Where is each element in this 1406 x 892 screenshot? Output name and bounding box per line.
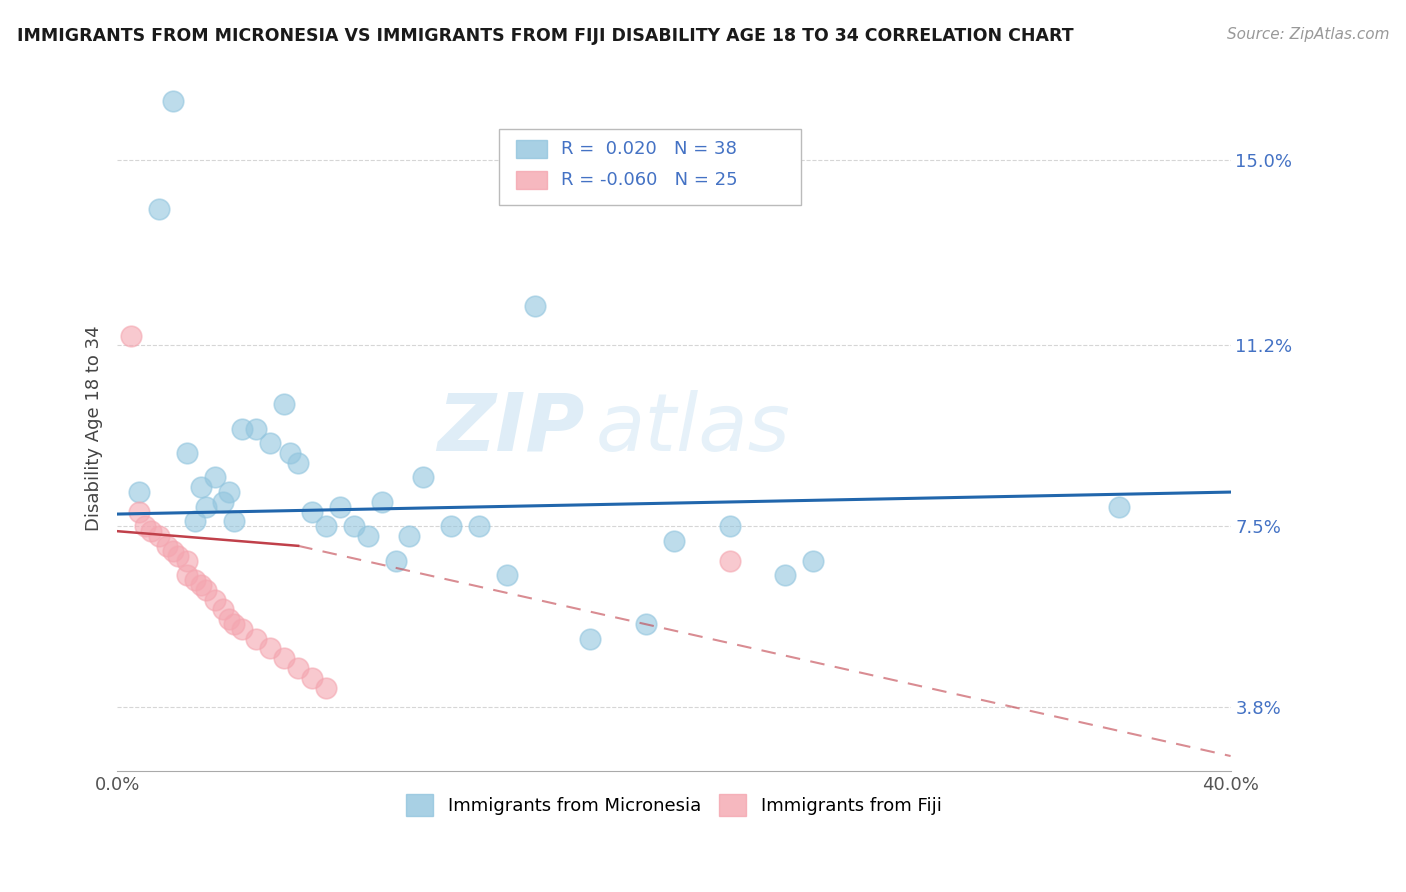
- Point: [801, 553, 824, 567]
- Point: [176, 553, 198, 567]
- Point: [167, 549, 190, 563]
- Point: [496, 568, 519, 582]
- Point: [195, 582, 218, 597]
- Point: [398, 529, 420, 543]
- Point: [184, 515, 207, 529]
- Point: [212, 495, 235, 509]
- Text: ZIP: ZIP: [437, 390, 585, 467]
- Point: [231, 622, 253, 636]
- Point: [259, 641, 281, 656]
- Text: Source: ZipAtlas.com: Source: ZipAtlas.com: [1226, 27, 1389, 42]
- Point: [278, 446, 301, 460]
- Point: [218, 485, 240, 500]
- Point: [523, 299, 546, 313]
- Point: [162, 94, 184, 108]
- Point: [190, 480, 212, 494]
- Point: [128, 505, 150, 519]
- Point: [190, 578, 212, 592]
- Point: [301, 505, 323, 519]
- Point: [120, 328, 142, 343]
- Point: [204, 592, 226, 607]
- Point: [357, 529, 380, 543]
- Point: [287, 456, 309, 470]
- Point: [370, 495, 392, 509]
- Point: [162, 543, 184, 558]
- Point: [468, 519, 491, 533]
- Point: [634, 617, 657, 632]
- Point: [579, 632, 602, 646]
- Point: [315, 681, 337, 695]
- Point: [329, 500, 352, 514]
- Point: [148, 202, 170, 216]
- Point: [176, 568, 198, 582]
- Point: [1108, 500, 1130, 514]
- Point: [184, 573, 207, 587]
- Point: [176, 446, 198, 460]
- Point: [148, 529, 170, 543]
- Point: [212, 602, 235, 616]
- Point: [245, 421, 267, 435]
- Point: [259, 436, 281, 450]
- Point: [718, 519, 741, 533]
- Point: [412, 470, 434, 484]
- Point: [301, 671, 323, 685]
- Point: [231, 421, 253, 435]
- Point: [245, 632, 267, 646]
- Legend: Immigrants from Micronesia, Immigrants from Fiji: Immigrants from Micronesia, Immigrants f…: [399, 787, 949, 823]
- Text: R = -0.060   N = 25: R = -0.060 N = 25: [561, 171, 738, 189]
- Point: [204, 470, 226, 484]
- Point: [440, 519, 463, 533]
- Point: [134, 519, 156, 533]
- Point: [773, 568, 796, 582]
- Point: [176, 0, 198, 5]
- Point: [156, 539, 179, 553]
- Text: R =  0.020   N = 38: R = 0.020 N = 38: [561, 140, 737, 158]
- Y-axis label: Disability Age 18 to 34: Disability Age 18 to 34: [86, 326, 103, 532]
- Point: [128, 485, 150, 500]
- Point: [384, 553, 406, 567]
- Point: [662, 533, 685, 548]
- Point: [273, 397, 295, 411]
- Point: [222, 515, 245, 529]
- Point: [195, 500, 218, 514]
- Point: [273, 651, 295, 665]
- Point: [287, 661, 309, 675]
- Point: [139, 524, 162, 538]
- Text: IMMIGRANTS FROM MICRONESIA VS IMMIGRANTS FROM FIJI DISABILITY AGE 18 TO 34 CORRE: IMMIGRANTS FROM MICRONESIA VS IMMIGRANTS…: [17, 27, 1074, 45]
- Point: [343, 519, 366, 533]
- Point: [222, 617, 245, 632]
- Point: [218, 612, 240, 626]
- Text: atlas: atlas: [596, 390, 790, 467]
- Point: [718, 553, 741, 567]
- Point: [315, 519, 337, 533]
